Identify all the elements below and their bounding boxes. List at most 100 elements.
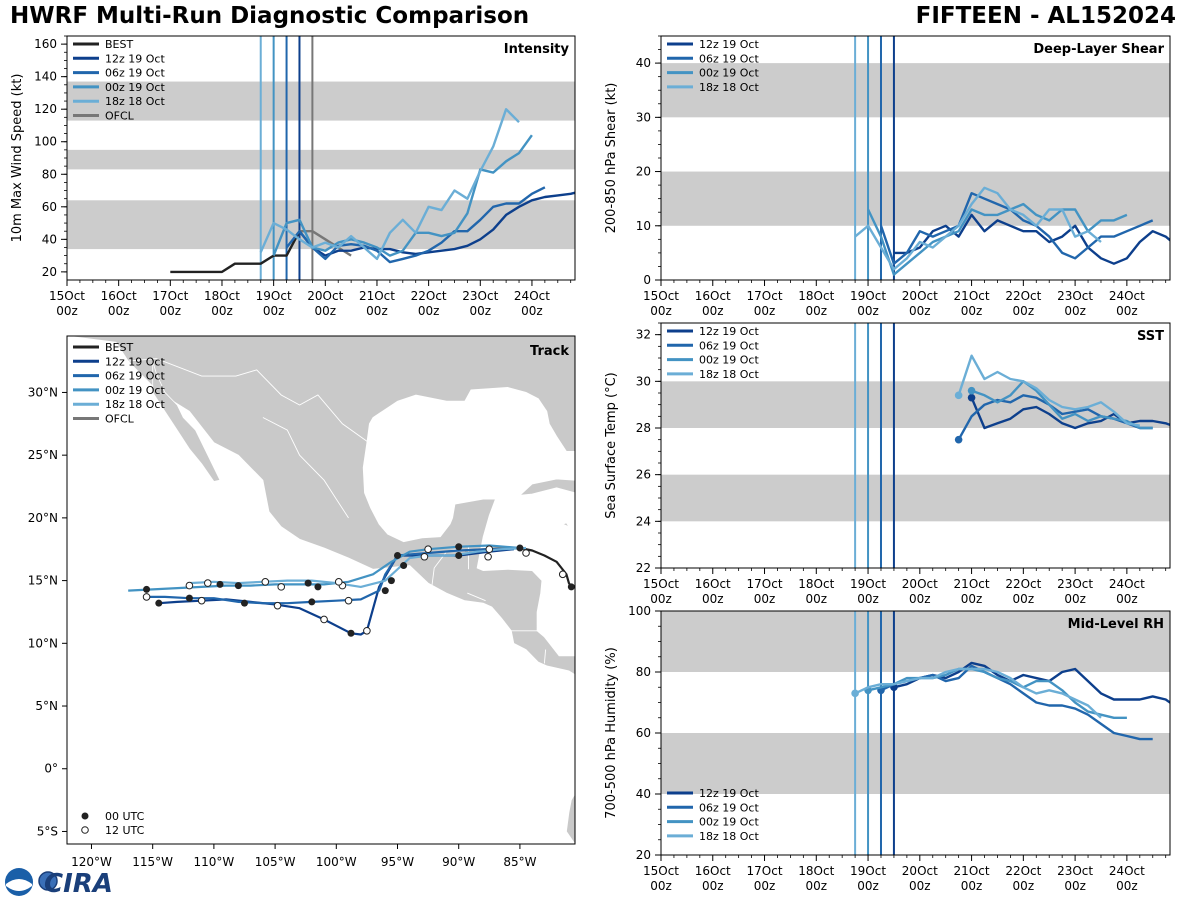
track-line	[146, 548, 514, 605]
track-point-00utc	[347, 629, 355, 637]
x-tick-label-day: 23Oct	[462, 289, 498, 303]
x-tick-label-hour: 00z	[56, 304, 78, 318]
x-tick-label-day: 21Oct	[954, 864, 990, 878]
y-tick-label: 40	[636, 56, 651, 70]
legend-label: OFCL	[105, 110, 135, 123]
init-point	[967, 393, 976, 402]
x-tick-label-hour: 00z	[263, 304, 285, 318]
x-tick-label-day: 18Oct	[798, 864, 834, 878]
x-tick-label-day: 18Oct	[798, 577, 834, 591]
y-tick-label: 30	[636, 110, 651, 124]
marker-legend-label: 12 UTC	[105, 824, 145, 837]
track-point-12utc	[334, 578, 343, 586]
legend-label: 18z 18 Oct	[699, 81, 759, 94]
border-line	[543, 649, 547, 664]
y-tick-label: 30°N	[28, 385, 58, 399]
marker-legend-12utc	[81, 826, 89, 834]
x-tick-label-day: 23Oct	[1057, 864, 1093, 878]
x-tick-label-day: 23Oct	[1057, 577, 1093, 591]
chart-sst: 15Oct00z16Oct00z17Oct00z18Oct00z19Oct00z…	[604, 322, 1171, 606]
x-tick-label-hour: 00z	[418, 304, 440, 318]
chart-rh: 15Oct00z16Oct00z17Oct00z18Oct00z19Oct00z…	[604, 604, 1171, 893]
series-line	[298, 191, 575, 257]
y-tick-label: 25°N	[28, 448, 58, 462]
track-point-12utc	[320, 615, 328, 624]
land-mass	[565, 793, 575, 844]
x-tick-label-hour: 00z	[1064, 304, 1086, 318]
series-line	[272, 134, 533, 257]
map-group	[67, 336, 575, 844]
track-point-12utc	[420, 552, 429, 561]
track-point-12utc	[484, 552, 492, 561]
x-tick-label-hour: 00z	[754, 592, 776, 606]
legend-label: 12z 19 Oct	[105, 52, 165, 65]
x-tick-label: 105°W	[255, 855, 296, 869]
land-mass	[518, 478, 575, 496]
legend-label: 06z 19 Oct	[699, 801, 759, 814]
legend-label: 06z 19 Oct	[105, 370, 165, 383]
x-tick-label-day: 21Oct	[954, 289, 990, 303]
legend-label: 12z 19 Oct	[699, 787, 759, 800]
track-point-00utc	[567, 583, 575, 591]
track-point-00utc	[216, 580, 224, 588]
globe-icon	[38, 871, 58, 891]
x-tick-label-hour: 00z	[805, 879, 827, 893]
x-tick-label-day: 17Oct	[747, 289, 783, 303]
series-line	[854, 186, 1102, 271]
y-tick-label: 100	[628, 604, 651, 618]
x-tick-label-hour: 00z	[857, 879, 879, 893]
plot-frame	[660, 322, 1171, 569]
x-tick-label-day: 22Oct	[1005, 289, 1041, 303]
x-tick-label-day: 23Oct	[1057, 289, 1093, 303]
x-tick-label-day: 20Oct	[307, 289, 343, 303]
init-point	[851, 689, 859, 698]
y-tick-label: 26	[636, 468, 651, 482]
y-tick-label: 20	[636, 165, 651, 179]
cira-logo: CIRA	[4, 866, 114, 899]
track-line	[519, 546, 573, 588]
track-point-00utc	[308, 598, 316, 606]
track-point-12utc	[142, 593, 151, 601]
series-line	[867, 202, 1128, 276]
panel-title: Intensity	[504, 42, 570, 57]
x-tick-label-hour: 00z	[961, 304, 983, 318]
x-tick-label-day: 19Oct	[850, 864, 886, 878]
y-tick-label: 10°N	[28, 636, 58, 650]
y-tick-label: 5°S	[37, 824, 58, 838]
y-axis-label: 700-500 hPa Humidity (%)	[604, 647, 619, 819]
y-tick-label: 140	[34, 70, 57, 84]
x-tick-label-day: 22Oct	[411, 289, 447, 303]
page-title: HWRF Multi-Run Diagnostic Comparison	[10, 3, 530, 29]
x-tick-label-hour: 00z	[702, 879, 724, 893]
legend-label: OFCL	[105, 413, 135, 426]
series-group	[954, 354, 1170, 444]
track-point-12utc	[185, 581, 194, 590]
x-tick-label-hour: 00z	[315, 304, 337, 318]
x-tick-label-day: 19Oct	[850, 289, 886, 303]
threshold-band	[661, 171, 1170, 226]
x-tick-label: 85°W	[503, 855, 536, 869]
y-tick-label: 20	[636, 848, 651, 862]
land-mass	[67, 336, 575, 676]
x-tick-label-day: 21Oct	[954, 577, 990, 591]
x-tick-label-hour: 00z	[702, 592, 724, 606]
threshold-band	[661, 611, 1170, 672]
legend-label: BEST	[105, 341, 133, 354]
x-tick-label-hour: 00z	[805, 304, 827, 318]
x-tick-label-hour: 00z	[909, 592, 931, 606]
x-tick-label-day: 19Oct	[256, 289, 292, 303]
x-tick-label: 110°W	[194, 855, 235, 869]
land-mass	[152, 360, 221, 482]
x-tick-label-hour: 00z	[650, 592, 672, 606]
series-line	[880, 664, 1153, 741]
x-tick-label-day: 17Oct	[152, 289, 188, 303]
y-axis-label: 200-850 hPa Shear (kt)	[604, 83, 619, 234]
legend-label: 18z 18 Oct	[105, 95, 165, 108]
x-tick-label: 100°W	[316, 855, 357, 869]
series-line	[970, 397, 1170, 430]
track-point-00utc	[314, 583, 322, 591]
series-group	[851, 661, 1170, 741]
track-line	[128, 544, 520, 592]
panel-title: SST	[1137, 329, 1164, 344]
x-tick-label-hour: 00z	[1013, 592, 1035, 606]
